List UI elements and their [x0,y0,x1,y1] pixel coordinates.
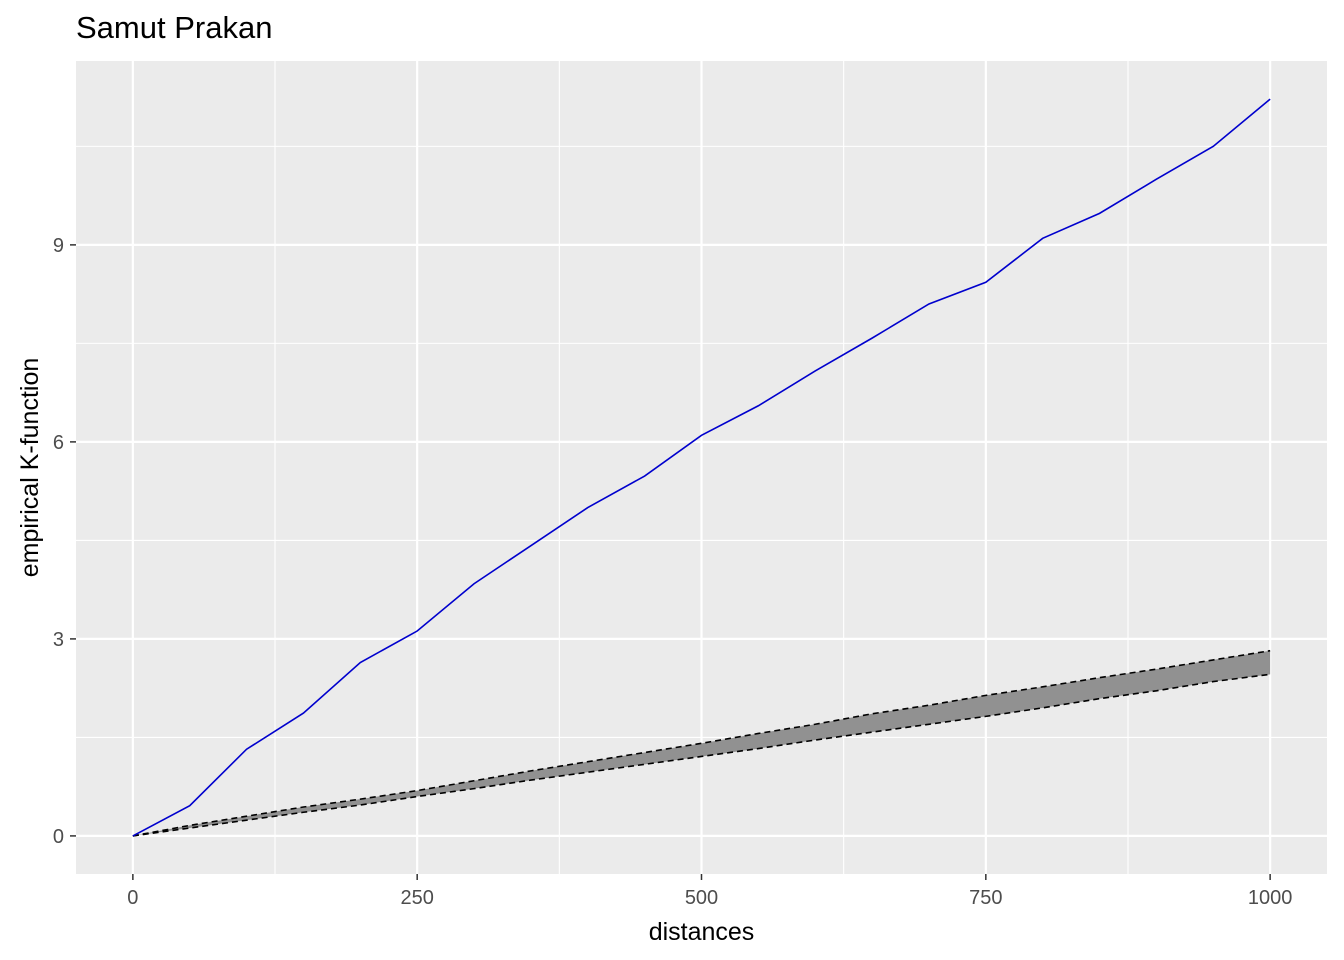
series-lines [132,98,1271,837]
envelope-upper-line [132,649,1271,837]
x-tick-label: 0 [127,887,138,909]
chart-title: Samut Prakan [76,10,273,45]
x-tick-labels: 0 250 500 750 1000 [127,887,1292,909]
x-tick-label: 500 [685,887,718,909]
x-tick-label: 1000 [1248,887,1293,909]
y-tick-label: 3 [53,629,64,651]
envelope-fill [132,650,1271,836]
grid-major [76,61,1327,874]
envelope-band [132,650,1271,836]
x-tick-label: 750 [969,887,1002,909]
y-tick-label: 9 [53,235,64,257]
x-tick-label: 250 [400,887,433,909]
axis-ticks [70,244,1271,880]
x-axis-title: distances [649,918,755,946]
y-axis-title: empirical K-function [16,358,44,578]
observed-line [132,98,1271,837]
y-tick-labels: 0 3 6 9 [53,235,64,848]
y-tick-label: 6 [53,432,64,454]
y-tick-label: 0 [53,826,64,848]
envelope-lower-line [132,673,1271,837]
